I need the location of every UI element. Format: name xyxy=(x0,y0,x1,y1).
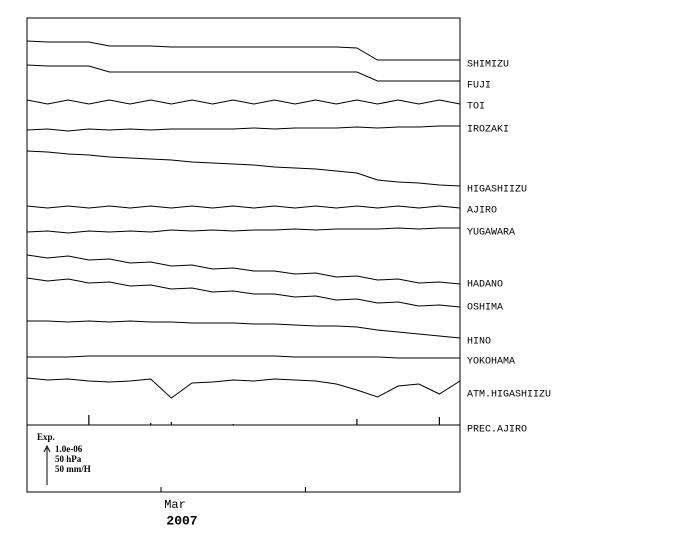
series-label: ATM.HIGASHIIZU xyxy=(467,390,551,401)
plot-frame xyxy=(26,17,461,493)
scale-legend: Exp. xyxy=(37,432,55,442)
trace xyxy=(27,355,460,359)
series-label: SHIMIZU xyxy=(467,60,509,71)
scale-legend: 50 hPa xyxy=(55,454,82,464)
series-label: OSHIMA xyxy=(467,303,503,314)
series-label: YUGAWARA xyxy=(467,228,515,239)
series-label: HINO xyxy=(467,337,491,348)
series-label: IROZAKI xyxy=(467,125,509,136)
trace xyxy=(26,99,461,105)
trace xyxy=(26,205,461,209)
series-label: PREC.AJIRO xyxy=(467,425,527,436)
trace xyxy=(26,254,461,285)
series-label: AJIRO xyxy=(467,206,497,217)
trace xyxy=(26,377,461,399)
trace xyxy=(27,320,461,339)
trace xyxy=(26,277,461,308)
trace xyxy=(26,125,460,132)
trace xyxy=(26,227,460,234)
series-label: YOKOHAMA xyxy=(467,357,515,368)
series-label: FUJI xyxy=(467,81,491,92)
scale-legend: 1.0e-06 xyxy=(55,444,83,454)
scale-legend: 50 mm/H xyxy=(55,464,91,474)
series-label: HADANO xyxy=(467,280,503,291)
trace xyxy=(26,64,460,82)
trace xyxy=(26,40,460,61)
trace xyxy=(26,150,461,187)
x-axis-label: 2007 xyxy=(166,513,197,528)
x-tick-label: Mar xyxy=(164,498,186,512)
scale-arrow-head xyxy=(43,444,51,453)
series-label: HIGASHIIZU xyxy=(467,185,527,196)
series-label: TOI xyxy=(467,102,485,113)
